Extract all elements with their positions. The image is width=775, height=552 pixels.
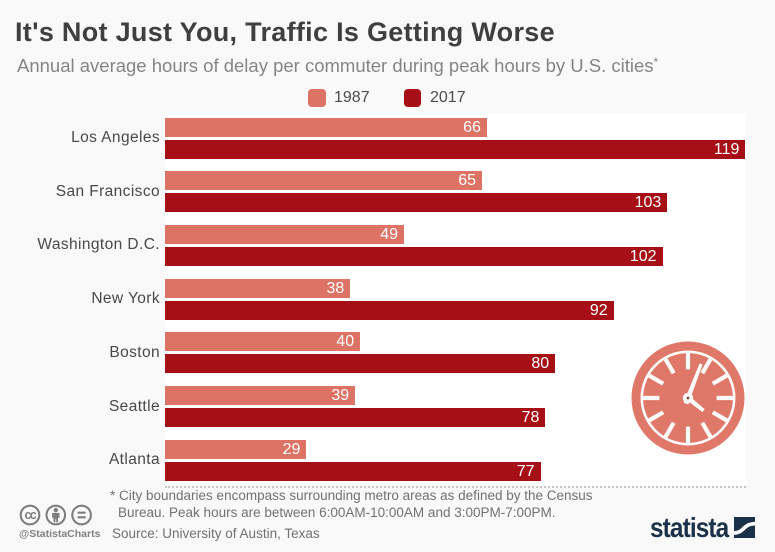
svg-text:cc: cc (24, 508, 36, 522)
